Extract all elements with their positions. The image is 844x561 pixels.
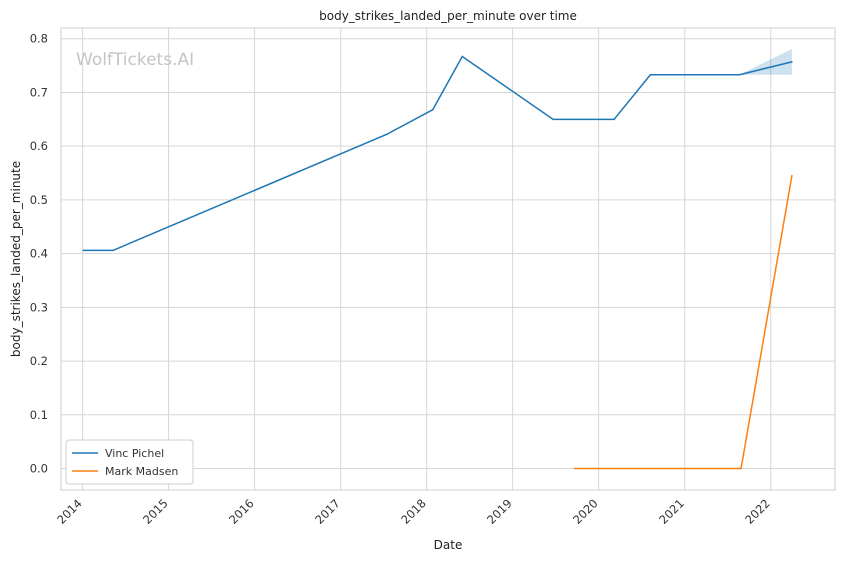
x-axis-title: Date	[434, 538, 463, 552]
watermark: WolfTickets.AI	[76, 50, 194, 70]
data-point-mark-madsen-2	[791, 174, 793, 177]
y-tick-label-0-8: 0.8	[30, 32, 48, 46]
y-tick-label-0-6: 0.6	[30, 139, 48, 153]
data-point-vinc-pichel-8	[738, 73, 741, 76]
legend-box	[65, 439, 194, 485]
y-tick-label-0-0: 0.0	[30, 462, 48, 476]
legend-label-mark-madsen: Mark Madsen	[105, 465, 178, 478]
y-tick-label-0-2: 0.2	[30, 354, 48, 368]
data-point-vinc-pichel-7	[649, 73, 652, 76]
data-point-mark-madsen-1	[740, 467, 742, 470]
y-tick-label-0-3: 0.3	[30, 300, 48, 314]
legend-label-vinc-pichel: Vinc Pichel	[105, 447, 164, 460]
y-tick-label-0-4: 0.4	[30, 247, 48, 261]
data-point-mark-madsen-0	[573, 467, 576, 470]
y-tick-label-0-7: 0.7	[30, 85, 48, 99]
y-tick-label-0-1: 0.1	[30, 408, 48, 422]
plot-frame	[60, 27, 836, 491]
data-point-vinc-pichel-9	[791, 61, 793, 63]
data-point-vinc-pichel-3	[432, 108, 434, 111]
data-point-vinc-pichel-6	[613, 118, 615, 121]
series-lines	[82, 55, 793, 470]
y-tick-label-0-5: 0.5	[30, 193, 48, 207]
y-axis-title: body_strikes_landed_per_minute	[9, 161, 23, 357]
series-line-vinc-pichel	[83, 55, 793, 252]
chart-title: body_strikes_landed_per_minute over time	[319, 9, 577, 23]
data-point-vinc-pichel-2	[385, 133, 388, 136]
data-point-vinc-pichel-4	[461, 55, 464, 58]
data-point-vinc-pichel-1	[112, 249, 114, 252]
data-point-vinc-pichel-5	[552, 118, 554, 121]
confidence-band-layer	[739, 48, 792, 75]
legend: Vinc Pichel Mark Madsen	[65, 439, 194, 485]
confidence-band-vinc-pichel	[739, 48, 792, 75]
data-point-vinc-pichel-0	[82, 249, 85, 252]
